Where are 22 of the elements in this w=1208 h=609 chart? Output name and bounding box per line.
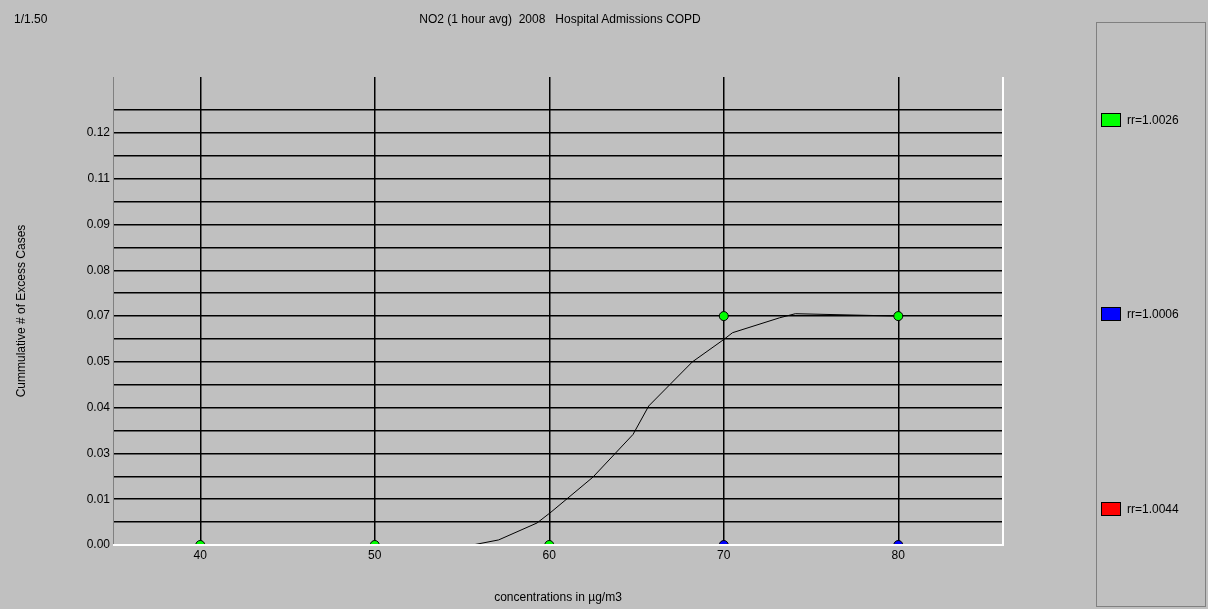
y-tick-label: 0.05 [86,354,111,369]
x-tick-label: 50 [368,547,382,562]
y-tick-label: 0.00 [86,537,111,552]
y-axis-title: Cummulative # of Excess Cases [13,224,28,398]
x-tick-label: 60 [542,547,557,562]
y-tick-label: 0.07 [86,308,111,323]
x-axis-title: concentrations in µg/m3 [494,590,623,605]
chart-title: NO2 (1 hour avg) 2008 Hospital Admissions COPD [419,12,702,27]
y-tick-label: 0.11 [87,171,111,186]
y-tick-label: 0.12 [86,125,111,140]
legend-label: rr=1.0026 [1127,113,1179,128]
text: 1/1.50 [14,12,48,27]
y-tick-label: 0.08 [86,262,111,277]
y-tick-label: 0.09 [86,216,111,231]
x-tick-label: 70 [717,547,731,562]
y-tick-label: 0.01 [86,491,111,506]
x-tick-label: 80 [891,547,906,562]
legend-label: rr=1.0006 [1127,307,1179,322]
x-tick-label: 40 [193,547,208,562]
y-tick-label: 0.03 [86,445,111,460]
y-tick-label: 0.04 [86,399,111,414]
legend-label: rr=1.0044 [1127,501,1179,516]
